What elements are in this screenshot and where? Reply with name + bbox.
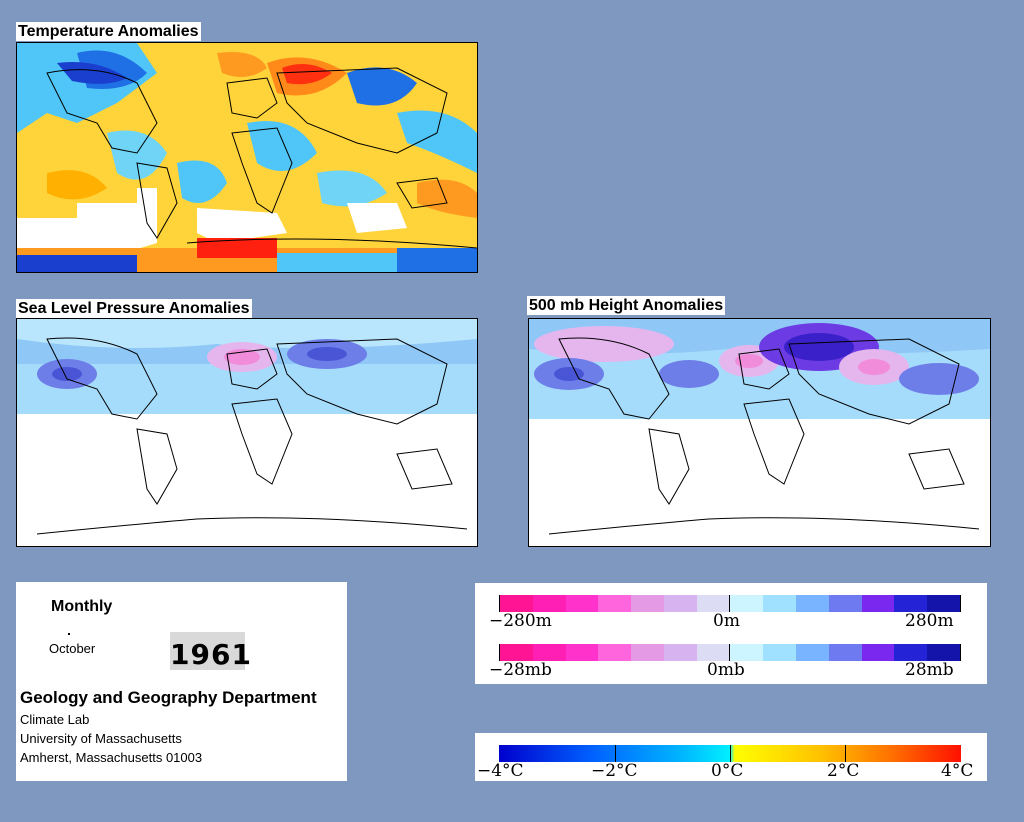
- legend-swatch: [828, 644, 862, 661]
- legend-swatch: [729, 595, 764, 612]
- year-value: 1961: [170, 638, 252, 671]
- legend-swatch: [796, 595, 829, 612]
- temp-label-minus4: −4°C: [477, 761, 524, 781]
- pressure-mid-label: 0mb: [707, 660, 745, 680]
- legend-swatch: [894, 595, 928, 612]
- legend-swatch: [565, 595, 599, 612]
- sea-level-pressure-map: [16, 318, 478, 547]
- dot-mark: [68, 633, 70, 635]
- legend-swatch: [696, 644, 730, 661]
- height-map-title: 500 mb Height Anomalies: [527, 296, 726, 315]
- legend-swatch: [861, 644, 895, 661]
- legend-swatch: [729, 644, 764, 661]
- legend-swatch: [499, 644, 533, 661]
- legend-swatch: [894, 644, 928, 661]
- slp-map-title: Sea Level Pressure Anomalies: [16, 299, 252, 318]
- university-name: University of Massachusetts: [20, 731, 182, 746]
- legend-swatch: [861, 595, 895, 612]
- legend-swatch: [828, 595, 862, 612]
- legend-swatch: [796, 644, 829, 661]
- legend-swatch: [763, 595, 797, 612]
- period-label: Monthly: [51, 598, 113, 615]
- temp-label-plus2: 2°C: [827, 761, 860, 781]
- height-anomaly-map: [528, 318, 991, 547]
- month-label: October: [49, 641, 96, 656]
- legend-swatch: [663, 644, 697, 661]
- height-max-label: 280m: [905, 611, 954, 631]
- legend-swatch: [663, 595, 697, 612]
- legend-swatch: [565, 644, 599, 661]
- legend-swatch: [499, 595, 533, 612]
- temperature-map-title: Temperature Anomalies: [16, 22, 201, 41]
- legend-swatch: [696, 595, 730, 612]
- temperature-legend-panel: −4°C −2°C 0°C 2°C 4°C: [475, 733, 987, 781]
- year-box: 1961: [170, 632, 252, 671]
- legend-swatch: [631, 644, 664, 661]
- temp-label-minus2: −2°C: [591, 761, 638, 781]
- legend-swatch: [763, 644, 797, 661]
- height-color-bar: [499, 595, 961, 612]
- legend-swatch: [927, 644, 961, 661]
- pressure-color-bar: [499, 644, 961, 661]
- legend-swatch: [598, 644, 632, 661]
- info-panel: Monthly October 1961 Geology and Geograp…: [16, 582, 347, 781]
- lab-name: Climate Lab: [20, 712, 90, 727]
- legend-swatch: [532, 595, 566, 612]
- anomaly-legend-panel: −280m 0m 280m −28mb 0mb 28mb: [475, 583, 987, 684]
- temp-label-zero: 0°C: [711, 761, 744, 781]
- temperature-anomaly-map: [16, 42, 478, 273]
- height-mid-label: 0m: [713, 611, 740, 631]
- legend-swatch: [631, 595, 664, 612]
- temp-label-plus4: 4°C: [941, 761, 974, 781]
- pressure-min-label: −28mb: [489, 660, 552, 680]
- legend-swatch: [598, 595, 632, 612]
- legend-swatch: [927, 595, 961, 612]
- height-min-label: −280m: [489, 611, 552, 631]
- temperature-color-bar: [499, 745, 961, 762]
- pressure-max-label: 28mb: [905, 660, 954, 680]
- address: Amherst, Massachusetts 01003: [20, 750, 203, 765]
- legend-swatch: [532, 644, 566, 661]
- department-name: Geology and Geography Department: [20, 688, 317, 707]
